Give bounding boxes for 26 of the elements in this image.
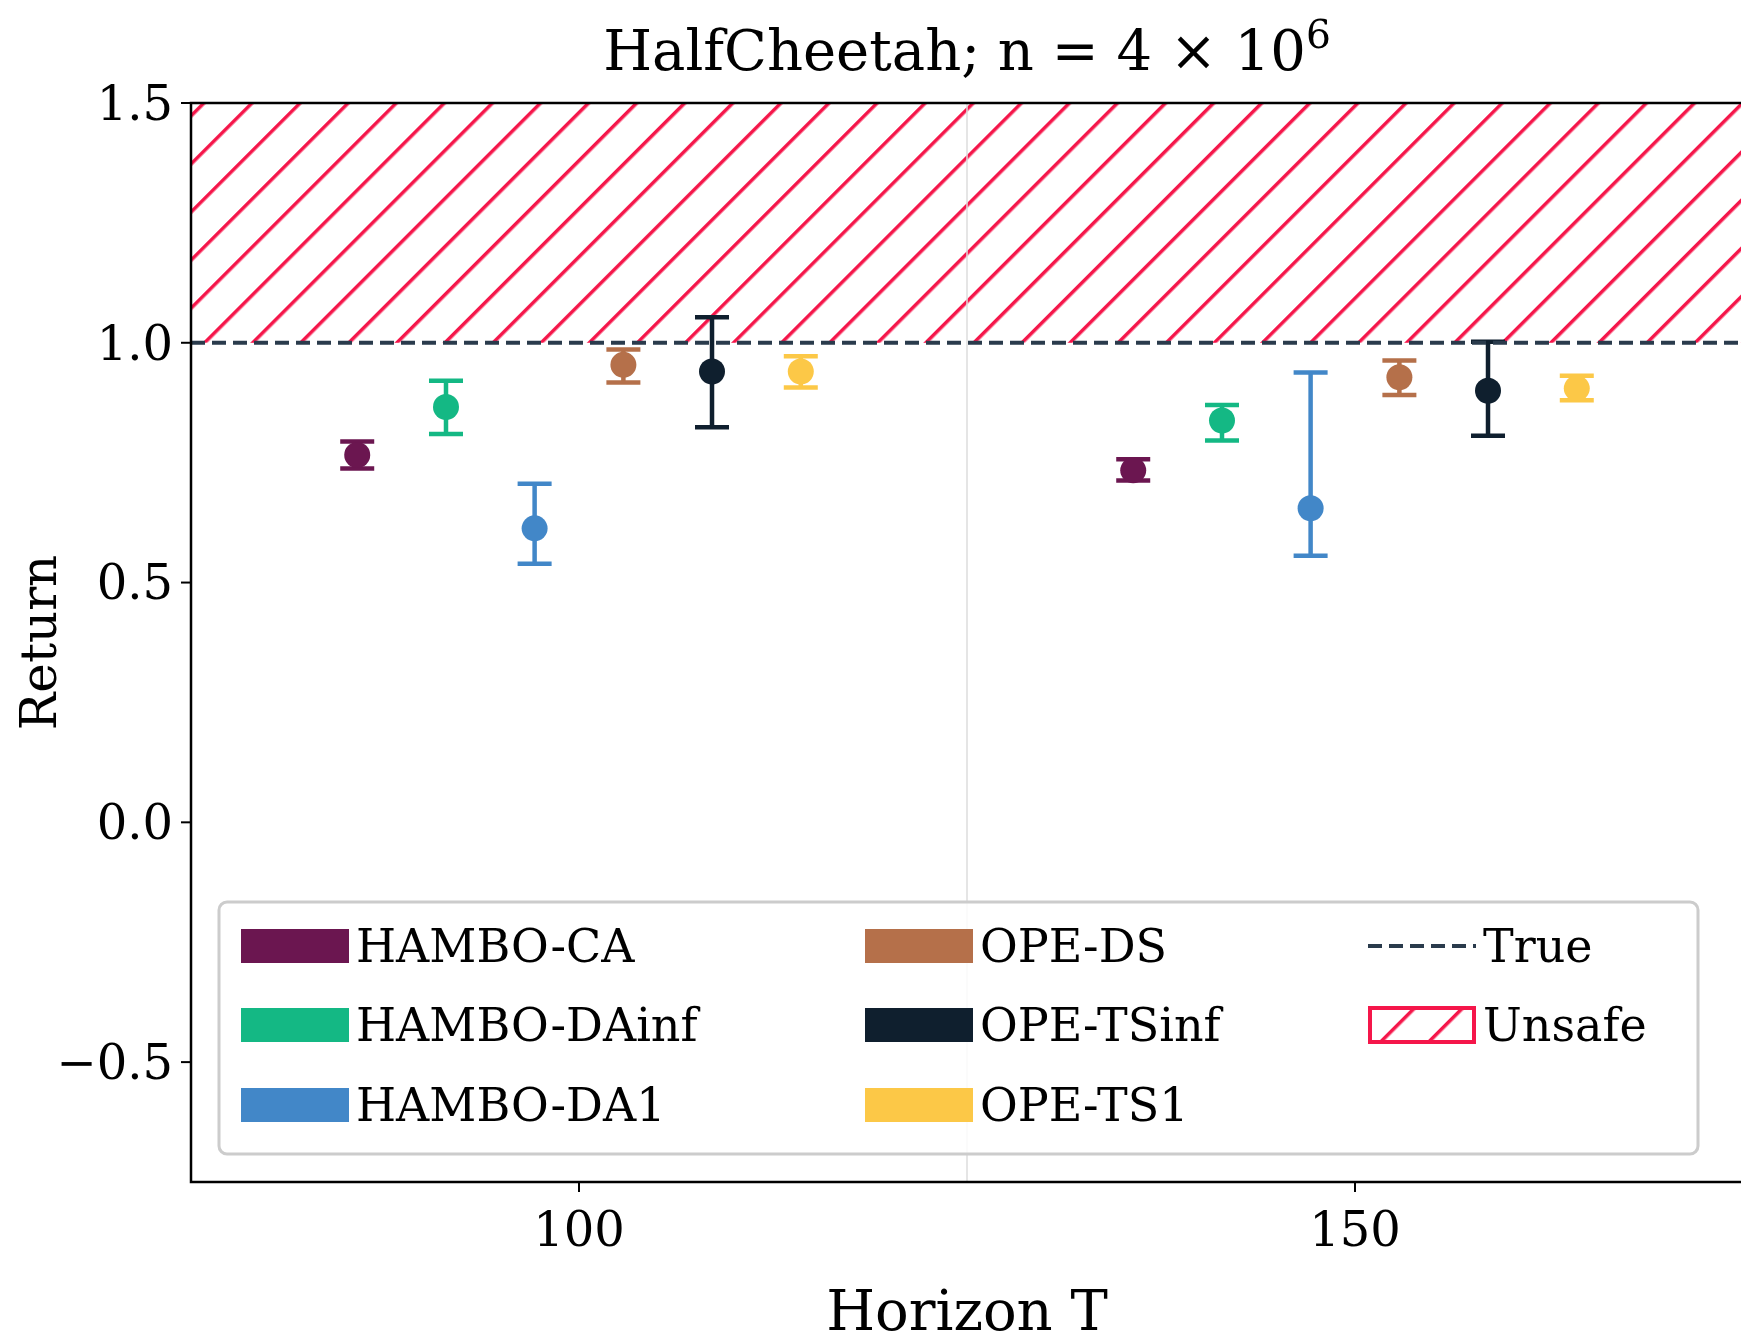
point <box>1475 377 1502 404</box>
legend-label: OPE-TSinf <box>980 998 1224 1053</box>
x-axis-title: Horizon T <box>826 1278 1108 1337</box>
y-tick-label: 1.5 <box>96 74 173 131</box>
legend-label: HAMBO-DA1 <box>356 1078 666 1133</box>
y-tick-label: 0.5 <box>96 554 173 611</box>
x-tick-label: 100 <box>533 1201 625 1257</box>
legend-label: HAMBO-CA <box>356 919 636 974</box>
legend-label: OPE-DS <box>980 919 1168 974</box>
x-tick-label: 150 <box>1309 1201 1401 1257</box>
point <box>699 358 726 385</box>
y-tick-label: 1.0 <box>96 314 173 371</box>
point <box>610 351 637 378</box>
y-tick-label: 0.0 <box>96 794 173 851</box>
point <box>1208 407 1235 434</box>
legend-label: True <box>1483 919 1593 974</box>
legend-label: Unsafe <box>1483 998 1647 1053</box>
legend-label: HAMBO-DAinf <box>356 998 701 1053</box>
chart-title: HalfCheetah; n = 4 × 10$^{6}$ <box>603 11 1331 83</box>
y-axis-title: Return <box>10 554 68 731</box>
legend-label: OPE-TS1 <box>980 1078 1189 1133</box>
point <box>1386 364 1413 391</box>
point <box>1297 495 1324 522</box>
point <box>432 394 459 421</box>
point <box>521 515 548 542</box>
y-tick-label: −0.5 <box>56 1033 173 1090</box>
